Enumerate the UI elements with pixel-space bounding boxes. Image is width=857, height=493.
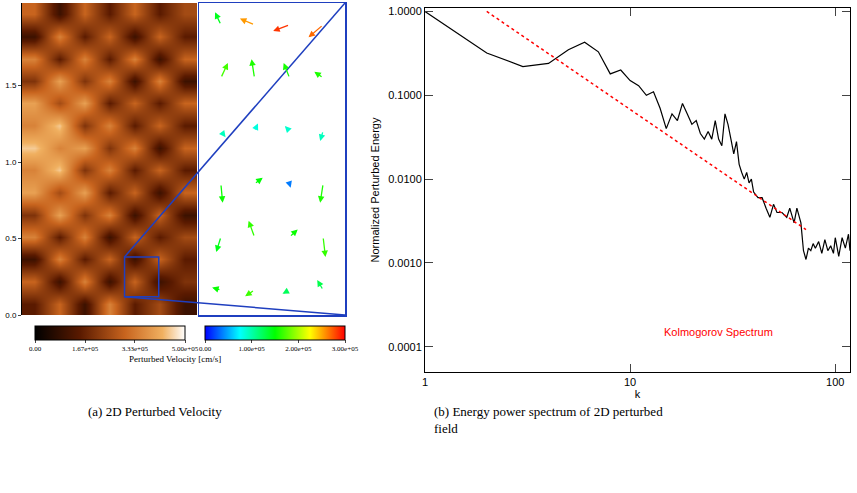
svg-text:2.00e+05: 2.00e+05 — [285, 345, 312, 353]
svg-text:0.0001: 0.0001 — [388, 341, 422, 353]
svg-text:Perturbed Velocity [cm/s]: Perturbed Velocity [cm/s] — [129, 354, 221, 364]
svg-text:5.00e+05: 5.00e+05 — [172, 345, 199, 353]
svg-text:0.00: 0.00 — [29, 345, 42, 353]
svg-text:Normalized Perturbed Energy: Normalized Perturbed Energy — [369, 117, 381, 262]
svg-text:k: k — [635, 388, 641, 400]
svg-text:3.33e+05: 3.33e+05 — [122, 345, 149, 353]
svg-text:0.0100: 0.0100 — [388, 173, 422, 185]
svg-text:10: 10 — [624, 376, 636, 388]
svg-text:1.0000: 1.0000 — [388, 5, 422, 17]
svg-text:1.00e+05: 1.00e+05 — [239, 345, 266, 353]
svg-text:3.00e+05: 3.00e+05 — [332, 345, 359, 353]
svg-text:1.5: 1.5 — [5, 81, 17, 90]
svg-text:0.00: 0.00 — [199, 345, 212, 353]
svg-text:100: 100 — [826, 376, 844, 388]
svg-text:1: 1 — [422, 376, 428, 388]
svg-text:Kolmogorov Spectrum: Kolmogorov Spectrum — [664, 326, 773, 338]
svg-text:0.0010: 0.0010 — [388, 257, 422, 269]
svg-text:1.0: 1.0 — [5, 158, 17, 167]
svg-text:0.1000: 0.1000 — [388, 89, 422, 101]
svg-text:0.0: 0.0 — [5, 311, 17, 320]
svg-text:(b) Energy power spectrum of 2: (b) Energy power spectrum of 2D perturbe… — [434, 404, 663, 436]
svg-text:0.5: 0.5 — [5, 234, 17, 243]
svg-text:1.67e+05: 1.67e+05 — [72, 345, 99, 353]
svg-text:(a) 2D Perturbed Velocity: (a) 2D Perturbed Velocity — [88, 404, 222, 419]
